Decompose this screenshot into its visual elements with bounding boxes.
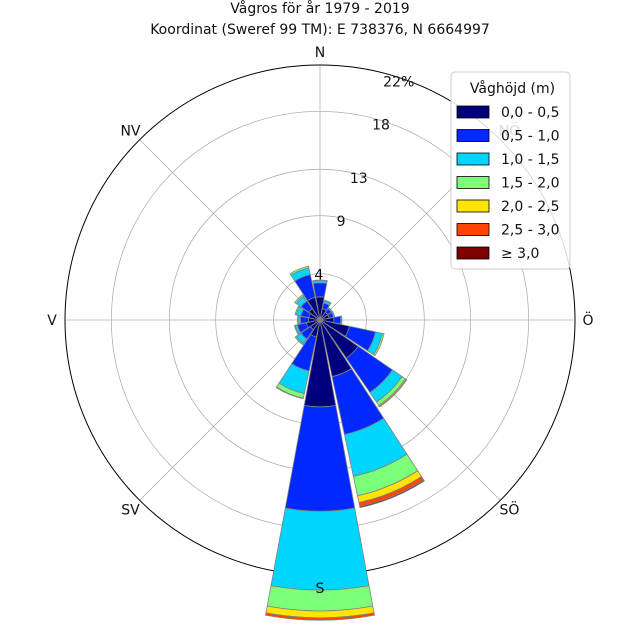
grid-spoke: [139, 139, 321, 321]
legend-swatch: [456, 105, 490, 119]
grid-spoke: [139, 319, 321, 501]
rose-segment: [294, 305, 301, 316]
radial-tick-label: 22%: [383, 75, 414, 91]
rose-segment: [323, 299, 332, 305]
rose-segment: [265, 612, 375, 621]
radial-tick-label: 13: [350, 171, 368, 187]
radial-tick-label: 9: [337, 214, 346, 230]
direction-label: SÖ: [500, 501, 520, 519]
rose-segment: [327, 307, 333, 313]
rose-segment: [372, 332, 385, 357]
rose-segment: [378, 378, 408, 408]
direction-label: V: [47, 313, 57, 329]
rose-segment: [331, 311, 336, 318]
legend-label: ≥ 3,0: [501, 246, 539, 262]
rose-segment: [294, 294, 305, 305]
legend-swatch: [456, 129, 490, 142]
chart-subtitle: Koordinat (Sweref 99 TM): E 738376, N 66…: [150, 22, 490, 38]
rose-segment: [340, 315, 343, 325]
legend-swatch: [456, 199, 490, 213]
rose-segment: [312, 279, 328, 282]
rose-segment: [275, 386, 304, 400]
rose-segment: [312, 282, 328, 298]
rose-segment: [294, 324, 300, 335]
legend-swatch: [456, 246, 490, 260]
legend-swatch: [456, 223, 490, 236]
radial-tick-label: 18: [372, 117, 390, 133]
rose-segment: [359, 479, 425, 509]
legend-label: 2,0 - 2,5: [501, 199, 559, 215]
direction-label: N: [315, 45, 325, 61]
direction-label: SV: [121, 503, 140, 519]
wind-rose-bars: [265, 265, 425, 621]
rose-segment: [270, 507, 370, 591]
legend-label: 1,5 - 2,0: [501, 176, 559, 192]
direction-label: NV: [120, 123, 140, 139]
legend-label: 1,0 - 1,5: [501, 152, 559, 168]
direction-label: S: [316, 581, 325, 597]
legend-label: 0,5 - 1,0: [501, 129, 559, 145]
chart-title: Vågros för år 1979 - 2019: [230, 0, 409, 17]
legend-label: 0,0 - 0,5: [501, 105, 559, 121]
rose-segment: [296, 315, 299, 325]
radial-tick-label: 4: [314, 267, 323, 283]
legend-label: 2,5 - 3,0: [501, 223, 559, 239]
rose-segment: [289, 265, 310, 276]
legend-frame: [450, 71, 571, 270]
legend-swatch: [456, 176, 490, 189]
legend: Våghöjd (m) 0,0 - 0,5 0,5 - 1,0 1,0 - 1,5 1,…: [450, 71, 571, 270]
legend-swatch: [456, 152, 490, 166]
rose-segment: [294, 335, 305, 346]
legend-title: Våghöjd (m): [470, 80, 555, 97]
direction-label: Ö: [582, 311, 593, 329]
rose-segment: [333, 315, 342, 325]
